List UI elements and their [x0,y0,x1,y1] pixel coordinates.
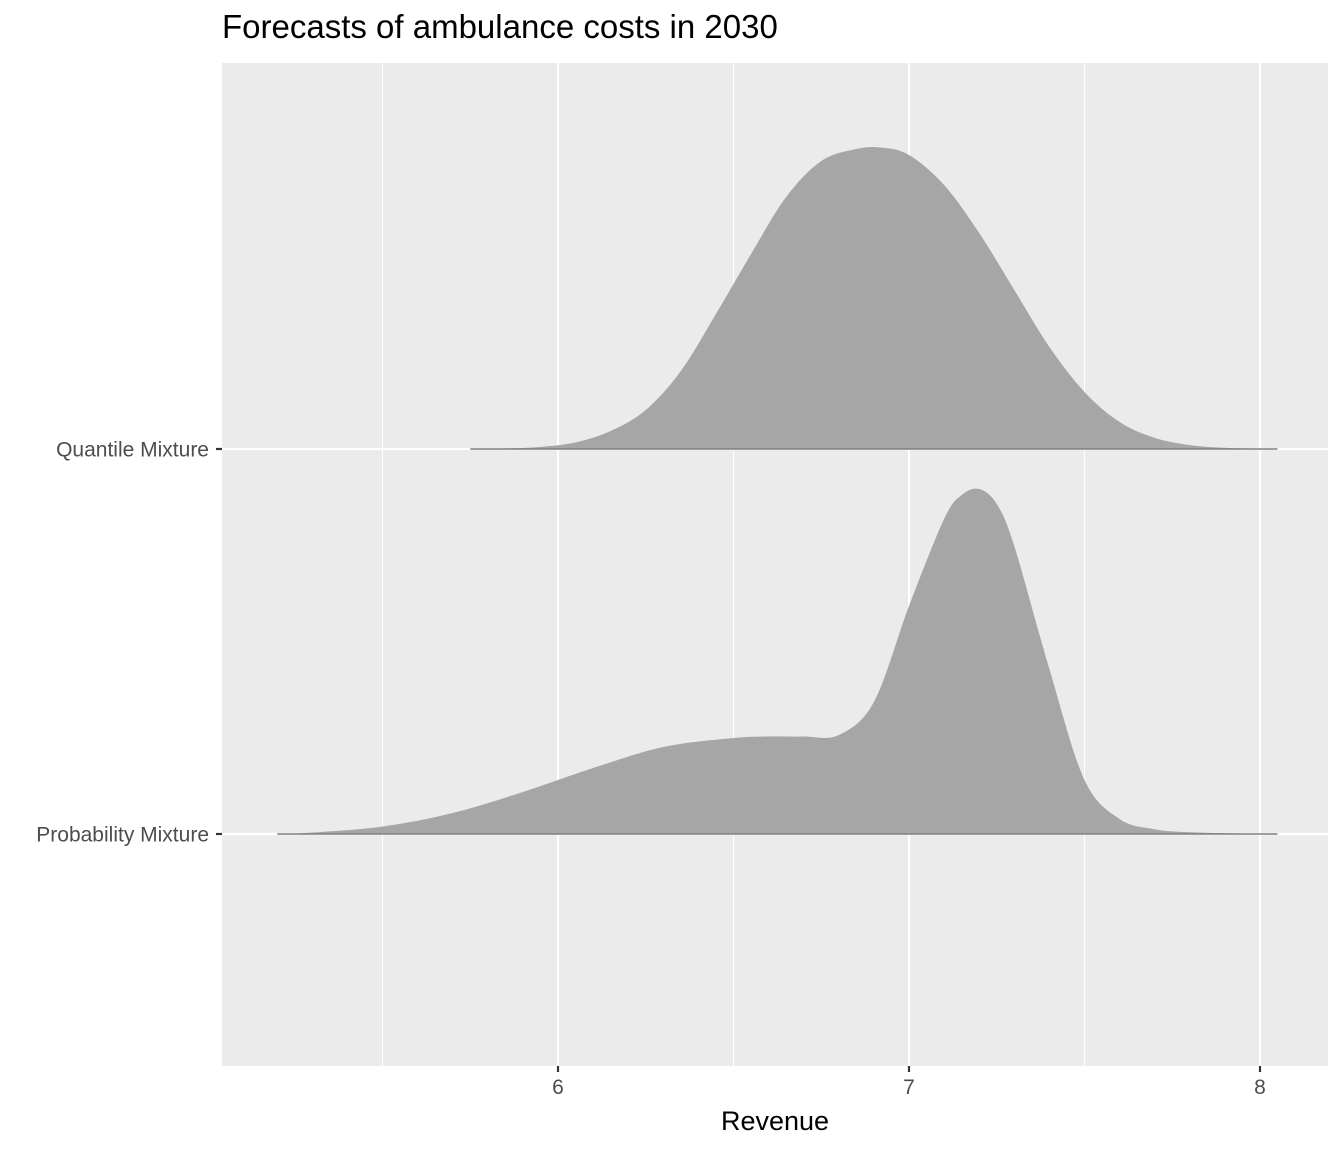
plot-panel [222,63,1328,1066]
x-axis-title: Revenue [721,1106,829,1136]
ridge-quantile-mixture [470,146,1278,450]
y-tick-label: Probability Mixture [36,824,209,847]
x-axis: 6 7 8 [552,1066,1266,1099]
x-tick-label: 6 [552,1076,564,1099]
chart-title: Forecasts of ambulance costs in 2030 [222,8,778,45]
x-tick-label: 8 [1254,1076,1266,1099]
minor-gridlines [381,63,1086,1066]
ridge-probability-mixture [277,488,1278,834]
density-ridges [277,146,1278,835]
x-tick-label: 7 [903,1076,915,1099]
y-tick-label: Quantile Mixture [56,439,209,462]
y-axis: Probability Mixture Quantile Mixture [36,439,222,847]
